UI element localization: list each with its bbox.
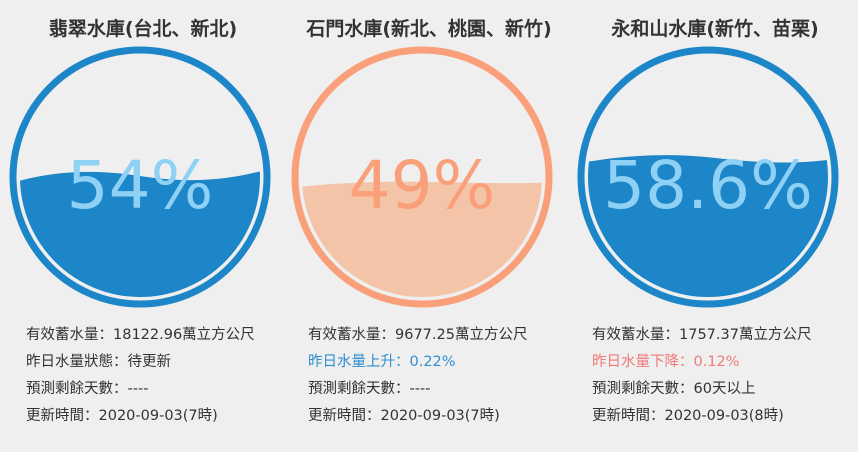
water-percentage: 54% (67, 147, 214, 224)
water-level-gauge: 49% (290, 46, 554, 308)
storage-label: 有效蓄水量： (592, 327, 679, 343)
storage-line: 有效蓄水量：9677.25萬立方公尺 (308, 322, 566, 349)
water-fill (20, 168, 260, 297)
change-value: 0.12% (693, 354, 740, 370)
updated-value: 2020-09-03(8時) (664, 408, 784, 424)
change-line: 昨日水量下降：0.12% (592, 349, 850, 376)
forecast-value: 60天以上 (693, 381, 756, 397)
storage-line: 有效蓄水量：18122.96萬立方公尺 (26, 322, 284, 349)
water-level-gauge: 54% (8, 46, 272, 308)
gauge-outer-ring (291, 46, 553, 308)
reservoir-card-yonghoshan: 永和山水庫(新竹、苗栗) 58.6% 有效蓄水量：1757.37萬立方公尺 昨日… (572, 0, 858, 452)
gauge-svg: 54% (9, 46, 271, 308)
forecast-value: ---- (409, 381, 431, 397)
change-label: 昨日水量上升： (308, 354, 410, 370)
reservoir-card-feitsui: 翡翠水庫(台北、新北) 54% 有效蓄水量：18122.96萬立方公尺 昨日水量… (0, 0, 286, 452)
change-value: 0.22% (409, 354, 456, 370)
updated-line: 更新時間：2020-09-03(7時) (26, 403, 284, 430)
change-line: 昨日水量上升：0.22% (308, 349, 566, 376)
updated-label: 更新時間： (308, 408, 381, 424)
reservoir-info: 有效蓄水量：1757.37萬立方公尺 昨日水量下降：0.12% 預測剩餘天數：6… (592, 322, 850, 430)
updated-value: 2020-09-03(7時) (380, 408, 500, 424)
water-fill (302, 181, 542, 297)
forecast-label: 預測剩餘天數： (308, 381, 410, 397)
gauge-svg: 49% (291, 46, 553, 308)
reservoir-title: 翡翠水庫(台北、新北) (48, 18, 238, 40)
change-value: 待更新 (127, 354, 172, 370)
forecast-line: 預測剩餘天數：---- (26, 376, 284, 403)
updated-label: 更新時間： (26, 408, 99, 424)
change-label: 昨日水量下降： (592, 354, 694, 370)
updated-label: 更新時間： (592, 408, 665, 424)
water-percentage: 49% (349, 147, 496, 224)
reservoir-title: 石門水庫(新北、桃園、新竹) (306, 18, 552, 40)
updated-value: 2020-09-03(7時) (98, 408, 218, 424)
storage-label: 有效蓄水量： (26, 327, 113, 343)
gauge-outer-ring (9, 46, 271, 308)
forecast-value: ---- (127, 381, 149, 397)
change-line: 昨日水量狀態：待更新 (26, 349, 284, 376)
change-label: 昨日水量狀態： (26, 354, 128, 370)
forecast-label: 預測剩餘天數： (26, 381, 128, 397)
reservoir-card-shihmen: 石門水庫(新北、桃園、新竹) 49% 有效蓄水量：9677.25萬立方公尺 昨日… (286, 0, 572, 452)
updated-line: 更新時間：2020-09-03(8時) (592, 403, 850, 430)
water-level-gauge: 58.6% (576, 46, 840, 308)
forecast-label: 預測剩餘天數： (592, 381, 694, 397)
reservoir-info: 有效蓄水量：9677.25萬立方公尺 昨日水量上升：0.22% 預測剩餘天數：-… (308, 322, 566, 430)
forecast-line: 預測剩餘天數：60天以上 (592, 376, 850, 403)
storage-value: 1757.37萬立方公尺 (679, 327, 812, 343)
storage-label: 有效蓄水量： (308, 327, 395, 343)
gauge-svg: 58.6% (577, 46, 839, 308)
storage-value: 9677.25萬立方公尺 (395, 327, 528, 343)
reservoir-info: 有效蓄水量：18122.96萬立方公尺 昨日水量狀態：待更新 預測剩餘天數：--… (26, 322, 284, 430)
water-percentage: 58.6% (603, 147, 813, 224)
reservoir-title: 永和山水庫(新竹、苗栗) (611, 18, 819, 40)
gauge-outer-ring (577, 46, 839, 308)
updated-line: 更新時間：2020-09-03(7時) (308, 403, 566, 430)
forecast-line: 預測剩餘天數：---- (308, 376, 566, 403)
storage-line: 有效蓄水量：1757.37萬立方公尺 (592, 322, 850, 349)
water-fill (588, 155, 828, 297)
storage-value: 18122.96萬立方公尺 (113, 327, 255, 343)
